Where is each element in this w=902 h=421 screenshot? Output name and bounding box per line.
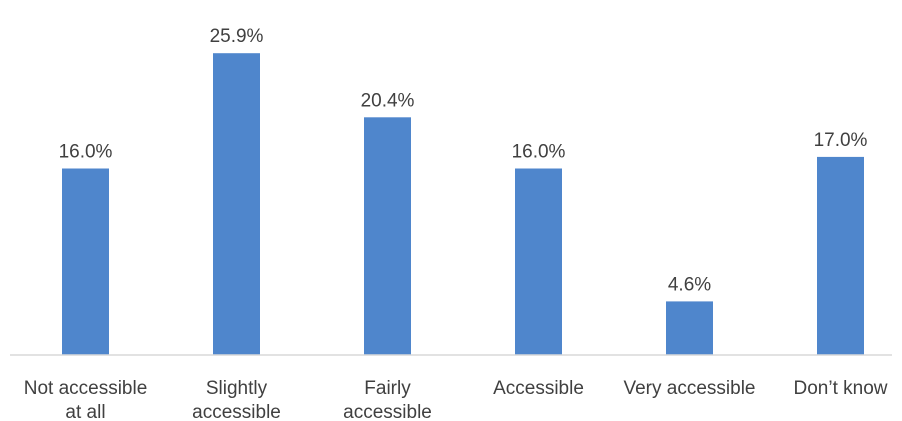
bar: [364, 117, 411, 355]
x-tick-label: accessible: [192, 402, 281, 421]
bar: [213, 53, 260, 355]
x-tick-label: Not accessible: [24, 378, 148, 399]
x-tick-label: Slightly: [206, 378, 268, 399]
bars: [62, 53, 864, 355]
data-label: 20.4%: [361, 90, 415, 111]
x-tick-label: accessible: [343, 402, 432, 421]
category-labels: Not accessible at all Slightly accessible Fa…: [24, 378, 888, 421]
data-label: 16.0%: [512, 142, 566, 163]
bar: [515, 168, 562, 355]
value-labels: 16.0% 25.9% 20.4% 16.0% 4.6% 17.0%: [59, 26, 868, 295]
data-label: 4.6%: [668, 274, 711, 295]
data-label: 25.9%: [210, 26, 264, 47]
bar: [62, 168, 109, 355]
data-label: 17.0%: [814, 130, 868, 151]
data-label: 16.0%: [59, 142, 113, 163]
bar: [817, 156, 864, 355]
x-tick-label: Accessible: [493, 378, 584, 399]
x-tick-label: at all: [65, 402, 105, 421]
x-tick-label: Very accessible: [623, 378, 755, 399]
x-tick-label: Don’t know: [794, 378, 888, 399]
x-tick-label: Fairly: [364, 378, 411, 399]
bar: [666, 301, 713, 355]
